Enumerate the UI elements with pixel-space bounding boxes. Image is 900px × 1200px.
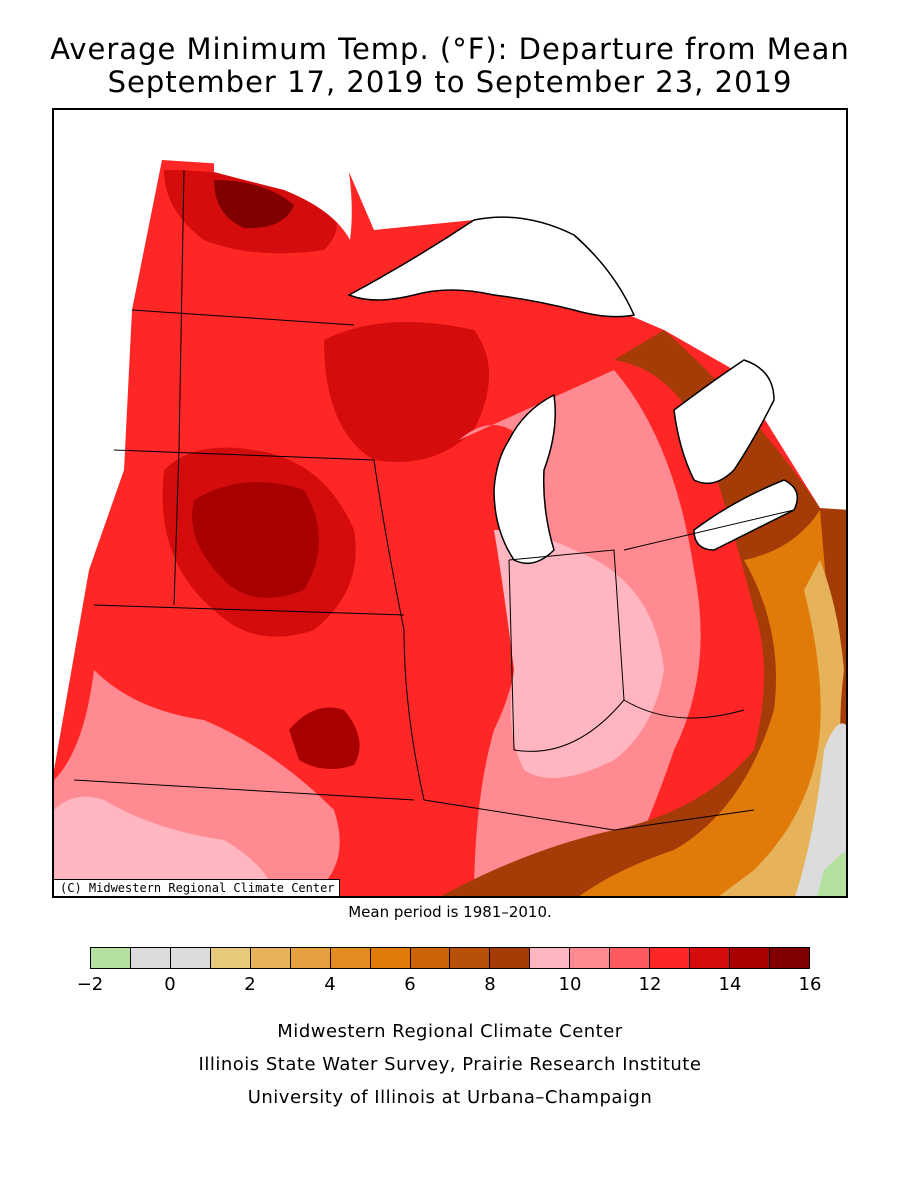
map-date-range: September 17, 2019 to September 23, 2019 [107,65,793,99]
legend-tick-label: −2 [76,974,104,995]
legend-tick-label: 10 [558,974,582,995]
footer-survey: Illinois State Water Survey, Prairie Res… [198,1054,702,1075]
color-legend [90,947,810,969]
legend-swatch [290,948,331,968]
legend-swatch [170,948,211,968]
legend-tick-label: 16 [798,974,822,995]
legend-tick-label: 12 [638,974,662,995]
legend-swatch [91,948,131,968]
legend-swatch [130,948,171,968]
contour-0-east [795,723,846,896]
legend-swatch [450,948,491,968]
legend-swatch [250,948,291,968]
mean-period-note: Mean period is 1981–2010. [348,903,552,921]
contour-6-east [579,510,846,896]
legend-swatch [210,948,251,968]
departure-map [54,156,846,896]
legend-swatch [490,948,531,968]
contour-16-north [214,180,294,229]
legend-tick-label: 4 [324,974,336,995]
lake-huron [673,359,775,485]
legend-swatch [330,948,371,968]
legend-swatch [610,948,651,968]
lake-superior [347,216,636,318]
contour-3-east [719,560,846,896]
contour-neg1-east [817,851,846,896]
legend-tick-label: 2 [244,974,256,995]
lake-erie [693,479,799,551]
footer-org: Midwestern Regional Climate Center [277,1021,623,1042]
legend-swatch [530,948,571,968]
legend-tick-label: 8 [484,974,496,995]
state-boundaries [73,169,795,831]
contour-9-southwest [54,796,274,896]
map-copyright: (C) Midwestern Regional Climate Center [54,879,340,896]
legend-swatch [410,948,451,968]
legend-tick-label: 6 [404,974,416,995]
legend-swatch [570,948,611,968]
legend-swatch [769,948,809,968]
contour-9-east [494,530,664,778]
map-title: Average Minimum Temp. (°F): Departure fr… [50,32,850,66]
canada-white [214,156,352,240]
contour-15-west [192,482,319,598]
legend-swatch [690,948,730,968]
map-panel: (C) Midwestern Regional Climate Center [52,108,848,898]
contour-14-wisconsin [324,322,489,462]
contour-8-east [441,330,846,896]
footer-university: University of Illinois at Urbana–Champai… [247,1087,653,1108]
legend-tick-label: 0 [164,974,176,995]
legend-tick-label: 14 [718,974,742,995]
legend-tick-labels: −2 0 2 4 6 8 10 12 14 16 [0,974,900,998]
legend-swatch [370,948,411,968]
legend-swatch [730,948,770,968]
lake-michigan [493,393,556,565]
contour-14-missouri [289,707,360,769]
legend-swatch [650,948,691,968]
